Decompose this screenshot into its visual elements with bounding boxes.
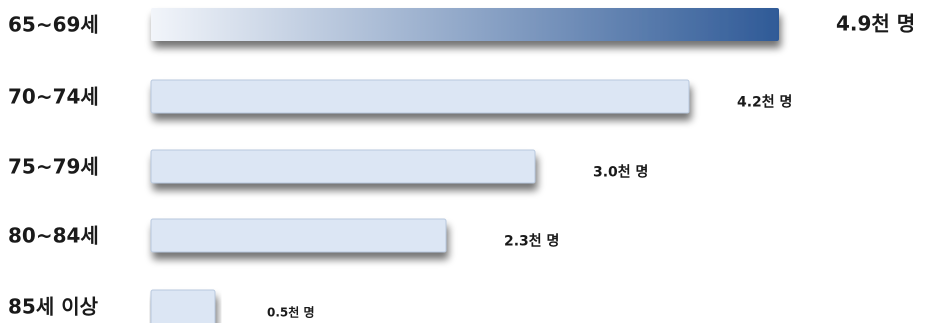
category-label-1: 65~69세 [8,13,99,37]
category-label-5: 85세 이상 [8,295,99,319]
bar-5 [150,289,216,323]
bar-4 [150,218,447,253]
bar-3 [150,149,536,184]
category-label-3: 75~79세 [8,155,99,179]
bars-layer [150,8,779,323]
labels-layer: 65~69세 4.9천 명 70~74세 4.2천 명 75~79세 3.0천 명 80~8… [8,12,915,320]
category-label-2: 70~74세 [8,85,99,109]
value-label-4: 2.3천 명 [504,233,559,250]
value-label-2: 4.2천 명 [737,94,792,111]
value-label-5: 0.5천 명 [267,305,315,320]
value-label-1: 4.9천 명 [836,12,915,36]
bar-1 [151,8,779,41]
bar-2 [150,79,690,114]
value-label-3: 3.0천 명 [593,164,648,181]
category-label-4: 80~84세 [8,224,99,248]
